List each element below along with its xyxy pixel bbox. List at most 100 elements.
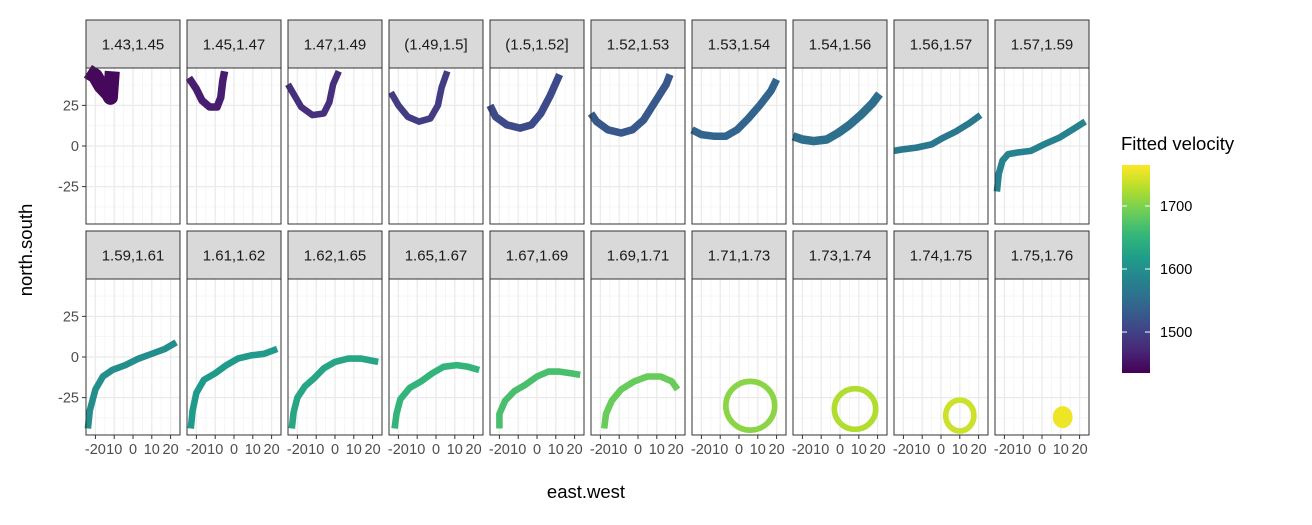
facet-strip-label: 1.74,1.75 xyxy=(910,248,973,265)
data-band xyxy=(84,339,178,429)
facet-strip xyxy=(792,230,888,280)
facet-strip xyxy=(994,230,1090,280)
facet-strip-label: 1.52,1.53 xyxy=(607,37,670,54)
facet-panel: 1.65,1.67 xyxy=(388,230,484,436)
x-tick-label: 10 xyxy=(1015,442,1031,458)
x-tick-label: -20 xyxy=(691,442,712,458)
facet-strip-label: 1.65,1.67 xyxy=(405,248,468,265)
data-band xyxy=(486,72,564,132)
facet-strip-label: 1.53,1.54 xyxy=(708,37,771,54)
data-band xyxy=(893,112,983,155)
facet-strip xyxy=(287,230,383,280)
x-tick-label: 0 xyxy=(432,442,440,458)
data-band xyxy=(600,373,681,429)
legend-ticks: 1500 1600 1700 xyxy=(1122,199,1192,341)
data-band xyxy=(388,70,451,125)
x-tick-label: 0 xyxy=(937,442,945,458)
facet-panels: 1.43,1.45 1.45,1.47 1.47,1.49 (1.49,1.5] (1.… xyxy=(83,19,1090,436)
x-tick-label: 20 xyxy=(1072,442,1088,458)
facet-panel: 1.74,1.75 xyxy=(893,230,989,436)
facet-panel: 1.52,1.53 xyxy=(587,19,686,225)
x-tick-label: 10 xyxy=(548,442,564,458)
y-tick-label: 0 xyxy=(71,350,79,366)
x-tick-label: -20 xyxy=(287,442,308,458)
facet-panel: 1.56,1.57 xyxy=(893,19,989,225)
facet-strip xyxy=(893,230,989,280)
facet-panel: 1.69,1.71 xyxy=(590,230,686,436)
data-band xyxy=(993,118,1087,192)
x-tick-label: 20 xyxy=(769,442,785,458)
x-tick-label: 20 xyxy=(870,442,886,458)
x-tick-label: 20 xyxy=(567,442,583,458)
x-axis-title: east.west xyxy=(547,481,625,502)
facet-strip xyxy=(186,230,282,280)
facet-panel: (1.49,1.5] xyxy=(388,19,484,225)
data-band xyxy=(187,345,279,429)
x-tick-label: -20 xyxy=(85,442,106,458)
x-tick-label: -20 xyxy=(590,442,611,458)
facet-strip-label: 1.43,1.45 xyxy=(102,37,165,54)
facet-strip-label: 1.45,1.47 xyxy=(203,37,266,54)
facet-strip-label: 1.69,1.71 xyxy=(607,248,670,265)
data-band xyxy=(1052,406,1073,429)
legend-tick-label: 1600 xyxy=(1160,262,1192,278)
x-tick-label: -20 xyxy=(994,442,1015,458)
y-tick-label: -25 xyxy=(58,180,79,196)
facet-strip xyxy=(489,230,585,280)
data-band xyxy=(587,73,674,137)
data-band xyxy=(723,378,778,433)
facet-strip-label: (1.5,1.52] xyxy=(505,37,568,54)
facet-strip-label: 1.59,1.61 xyxy=(102,248,165,265)
facet-strip xyxy=(287,19,383,69)
facet-border xyxy=(489,67,585,225)
facet-strip-label: 1.67,1.69 xyxy=(506,248,569,265)
x-tick-label: 0 xyxy=(533,442,541,458)
x-tick-label: 20 xyxy=(163,442,179,458)
x-tick-label: 10 xyxy=(611,442,627,458)
x-tick-label: -20 xyxy=(489,442,510,458)
x-tick-label: 0 xyxy=(230,442,238,458)
facet-strip xyxy=(691,19,787,69)
facet-strip xyxy=(489,19,585,69)
facet-panel: 1.67,1.69 xyxy=(489,230,585,436)
facet-strip-label: 1.62,1.65 xyxy=(304,248,367,265)
facet-strip-label: 1.54,1.56 xyxy=(809,37,872,54)
y-axis-ticks: -25 0 25 -25 0 25 xyxy=(58,98,86,407)
x-tick-label: 0 xyxy=(1038,442,1046,458)
y-tick-label: 25 xyxy=(63,309,79,325)
x-tick-label: 10 xyxy=(106,442,122,458)
facet-panel: 1.73,1.74 xyxy=(792,230,888,436)
x-tick-label: 10 xyxy=(207,442,223,458)
facet-strip xyxy=(85,19,181,69)
x-tick-label: 10 xyxy=(245,442,261,458)
x-tick-label: -20 xyxy=(893,442,914,458)
facet-panel: 1.62,1.65 xyxy=(287,230,383,436)
facet-panel: 1.57,1.59 xyxy=(993,19,1090,225)
x-tick-label: 20 xyxy=(264,442,280,458)
data-band xyxy=(285,69,342,119)
data-band xyxy=(185,70,229,111)
data-band xyxy=(831,385,879,433)
facet-panel: 1.61,1.62 xyxy=(186,230,282,436)
facet-panel: 1.45,1.47 xyxy=(185,19,282,225)
y-tick-label: 25 xyxy=(63,98,79,114)
data-band xyxy=(288,355,379,429)
x-tick-label: 20 xyxy=(971,442,987,458)
x-tick-label: 10 xyxy=(510,442,526,458)
facet-panel: 1.43,1.45 xyxy=(83,19,181,225)
x-tick-label: 10 xyxy=(649,442,665,458)
x-tick-label: 10 xyxy=(1053,442,1069,458)
data-band xyxy=(496,368,581,429)
facet-strip-label: 1.75,1.76 xyxy=(1011,248,1074,265)
data-band xyxy=(942,397,977,434)
x-tick-label: 0 xyxy=(129,442,137,458)
x-tick-label: -20 xyxy=(388,442,409,458)
x-tick-label: 10 xyxy=(750,442,766,458)
x-tick-label: 20 xyxy=(365,442,381,458)
x-tick-label: 10 xyxy=(952,442,968,458)
facet-strip-label: (1.49,1.5] xyxy=(404,37,467,54)
x-tick-label: 0 xyxy=(836,442,844,458)
facet-panel: 1.71,1.73 xyxy=(691,230,787,436)
facet-border xyxy=(590,67,686,225)
